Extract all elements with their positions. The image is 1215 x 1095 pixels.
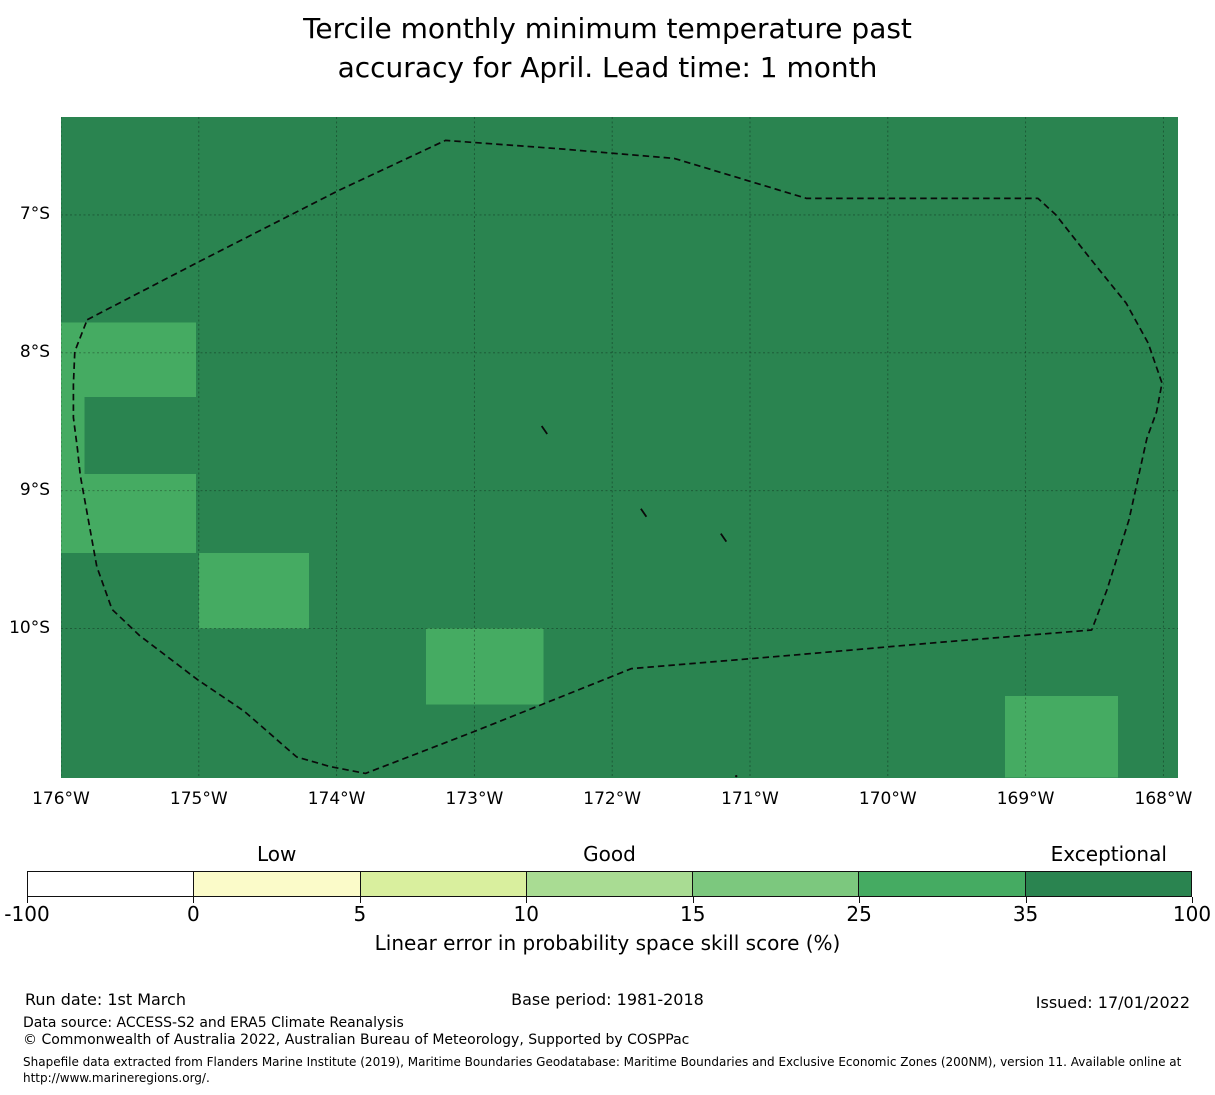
x-tick-label: 169°W <box>996 789 1055 809</box>
issued-date-text: Issued: 17/01/2022 <box>1035 993 1190 1012</box>
colorbar-tick-label: 35 <box>1012 902 1039 926</box>
islet-mark <box>640 508 648 518</box>
colorbar-tick-label: -100 <box>4 902 50 926</box>
colorbar-tick-label: 15 <box>679 902 706 926</box>
y-tick-label: 9°S <box>19 479 50 500</box>
colorbar-tick <box>692 897 694 903</box>
x-tick-label: 168°W <box>1134 789 1193 809</box>
x-tick-label: 173°W <box>445 789 504 809</box>
colorbar-segment <box>692 872 859 896</box>
colorbar-segment <box>193 872 360 896</box>
colorbar-tick-label: 10 <box>513 902 540 926</box>
colorbar-tick <box>859 897 861 903</box>
colorbar-segments <box>27 871 1192 897</box>
eez-boundary <box>72 139 1163 775</box>
colorbar-axis-label: Linear error in probability space skill … <box>374 931 841 955</box>
copyright-text: © Commonwealth of Australia 2022, Austra… <box>23 1032 690 1048</box>
islet-mark <box>735 774 738 778</box>
colorbar-tick <box>526 897 528 903</box>
colorbar: -100 0 5 10 15 25 35 100 Low Good Exceptional <box>4 842 1211 926</box>
islet-mark <box>540 425 548 435</box>
x-tick-label: 172°W <box>583 789 642 809</box>
colorbar-tick <box>359 897 361 903</box>
skill-cell <box>61 322 197 397</box>
skill-cell <box>61 396 85 475</box>
colorbar-tick <box>193 897 195 903</box>
shapefile-note-text: Shapefile data extracted from Flanders M… <box>23 1055 1182 1085</box>
islet-mark <box>720 533 728 543</box>
colorbar-tick-label: 100 <box>1172 902 1212 926</box>
x-tick-label: 170°W <box>858 789 917 809</box>
colorbar-segment <box>28 872 194 896</box>
skill-cell <box>61 474 197 553</box>
y-tick-label: 8°S <box>19 341 50 362</box>
colorbar-segment <box>359 872 526 896</box>
skill-score-map <box>61 117 1178 778</box>
x-tick-label: 174°W <box>307 789 366 809</box>
base-period-text: Base period: 1981-2018 <box>511 990 704 1009</box>
colorbar-category-label: Low <box>256 842 297 866</box>
x-tick-label: 175°W <box>169 789 228 809</box>
skill-cell <box>1004 696 1118 778</box>
colorbar-tick <box>27 897 28 903</box>
colorbar-segment <box>1024 872 1191 896</box>
map-background-bin <box>61 117 1178 778</box>
colorbar-tick-label: 5 <box>353 902 367 926</box>
skill-cell <box>426 628 544 705</box>
skill-cell <box>198 552 310 629</box>
y-tick-label: 7°S <box>19 203 50 224</box>
run-date-text: Run date: 1st March <box>25 990 186 1009</box>
colorbar-category-label: Exceptional <box>1050 842 1167 866</box>
colorbar-tick-label: 25 <box>846 902 872 926</box>
colorbar-segment <box>525 872 693 896</box>
y-tick-label: 10°S <box>9 617 50 638</box>
colorbar-tick <box>1025 897 1027 903</box>
x-tick-label: 176°W <box>32 789 90 809</box>
colorbar-tick <box>1192 897 1193 903</box>
data-source-text: Data source: ACCESS-S2 and ERA5 Climate … <box>23 1015 404 1031</box>
colorbar-segment <box>858 872 1025 896</box>
colorbar-tick-label: 0 <box>187 902 200 926</box>
x-tick-label: 171°W <box>721 789 779 809</box>
page-title: Tercile monthly minimum temperature past… <box>303 12 912 85</box>
colorbar-category-label: Good <box>583 842 636 866</box>
